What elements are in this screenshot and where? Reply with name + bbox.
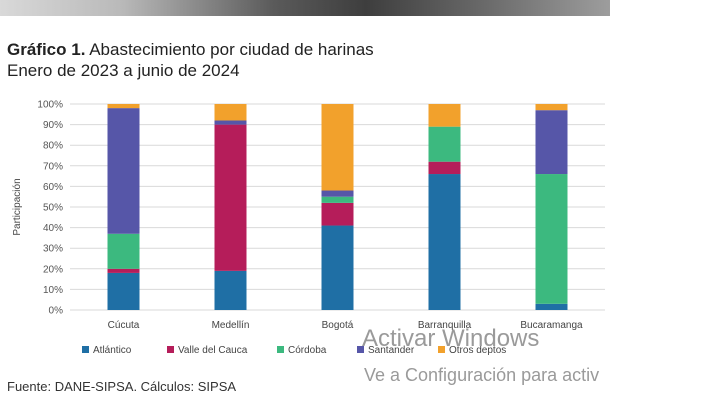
chart-title-rest: Abastecimiento por ciudad de harinas: [85, 40, 374, 59]
bar-segment: [107, 104, 140, 109]
bar-segment: [428, 104, 461, 127]
bar-segment: [535, 104, 568, 111]
y-tick-label: 40%: [43, 223, 63, 234]
bar-segment: [214, 104, 247, 121]
legend-swatch: [167, 346, 174, 353]
source-note: Fuente: DANE-SIPSA. Cálculos: SIPSA: [7, 379, 237, 394]
bar-segment: [107, 233, 140, 269]
bar-segment: [107, 272, 140, 310]
windows-activation-watermark: Activar Windows: [362, 325, 540, 352]
x-tick-label: Barranquilla: [418, 320, 472, 331]
top-image-strip: [0, 0, 610, 16]
bar-segment: [321, 196, 354, 203]
bar-segment: [535, 174, 568, 304]
y-tick-label: 30%: [43, 244, 63, 255]
bar-segment: [214, 120, 247, 125]
legend-label: Valle del Cauca: [178, 345, 248, 356]
x-tick-label: Bogotá: [322, 320, 354, 331]
bar-segment: [535, 303, 568, 310]
y-tick-label: 100%: [37, 100, 63, 111]
bar-segment: [535, 110, 568, 175]
x-tick-label: Cúcuta: [108, 320, 140, 331]
top-strip-blank: [610, 0, 704, 16]
legend-label: Atlántico: [93, 345, 132, 356]
legend-swatch: [277, 346, 284, 353]
legend-label: Otros deptos: [449, 345, 506, 356]
x-tick-label: Bucaramanga: [520, 320, 583, 331]
y-tick-label: 80%: [43, 141, 63, 152]
y-tick-label: 10%: [43, 285, 63, 296]
bar-segment: [321, 190, 354, 197]
y-tick-label: 60%: [43, 182, 63, 193]
bar-segment: [428, 161, 461, 175]
bar-segment: [214, 124, 247, 271]
x-tick-label: Medellín: [212, 320, 250, 331]
legend-swatch: [82, 346, 89, 353]
legend-label: Santander: [368, 345, 415, 356]
chart-title-bold: Gráfico 1.: [7, 40, 86, 59]
chart-subtitle: Enero de 2023 a junio de 2024: [7, 61, 240, 80]
y-axis-label: Participación: [12, 178, 23, 235]
bar-segment: [321, 225, 354, 310]
bar-segment: [321, 202, 354, 226]
y-tick-label: 20%: [43, 264, 63, 275]
legend-swatch: [357, 346, 364, 353]
legend-swatch: [438, 346, 445, 353]
y-tick-label: 70%: [43, 161, 63, 172]
y-tick-label: 0%: [49, 306, 64, 317]
bar-segment: [321, 104, 354, 191]
chart-title: Gráfico 1. Abastecimiento por ciudad de …: [7, 40, 374, 60]
y-tick-label: 50%: [43, 203, 63, 214]
legend-label: Córdoba: [288, 345, 327, 356]
bar-segment: [428, 174, 461, 310]
bar-segment: [428, 126, 461, 162]
windows-activation-watermark-sub: Ve a Configuración para activ: [364, 365, 600, 385]
bar-segment: [214, 270, 247, 310]
bar-segment: [107, 108, 140, 234]
bar-segment: [107, 268, 140, 273]
y-tick-label: 90%: [43, 120, 63, 131]
